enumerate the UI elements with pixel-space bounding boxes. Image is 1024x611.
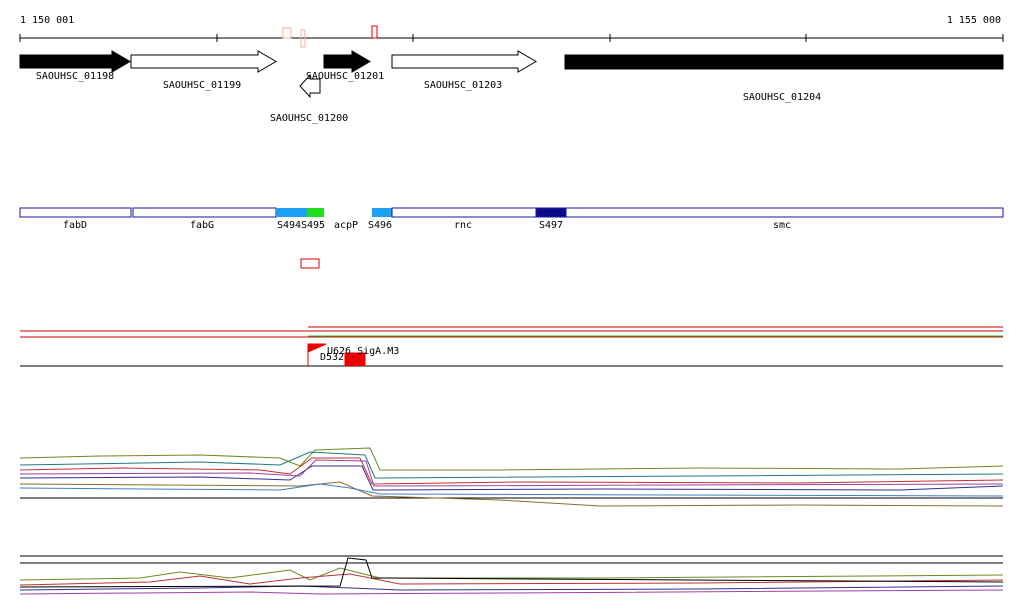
gene-track (19, 50, 1004, 99)
gene-label: SAOUHSC_01204 (743, 92, 821, 103)
promoter-label: U626_SigA.M3 (327, 346, 399, 357)
ruler-start: 1 150 001 (20, 15, 74, 26)
feature-label: S494 (277, 220, 301, 231)
feature-label: S497 (539, 220, 563, 231)
gene-label: SAOUHSC_01199 (163, 80, 241, 91)
feature-label: acpP (334, 220, 358, 231)
terminator-label: D532 (320, 352, 344, 363)
expression-track (19, 447, 1004, 595)
gene-label: SAOUHSC_01203 (424, 80, 502, 91)
gene-label: SAOUHSC_01201 (306, 71, 384, 82)
feature-label: S495 (301, 220, 325, 231)
feature-label: S496 (368, 220, 392, 231)
ruler-end: 1 155 000 (947, 15, 1001, 26)
gene-label: SAOUHSC_01200 (270, 113, 348, 124)
gene-label: SAOUHSC_01198 (36, 71, 114, 82)
regulation-track (20, 326, 1003, 367)
ruler: 1 150 001 1 155 000 (19, 15, 1004, 48)
feature-label: smc (773, 220, 791, 231)
feature-label: rnc (454, 220, 472, 231)
feature-label: fabD (63, 220, 87, 231)
site-box (300, 258, 320, 269)
feature-label: fabG (190, 220, 214, 231)
feature-track (19, 207, 1004, 218)
